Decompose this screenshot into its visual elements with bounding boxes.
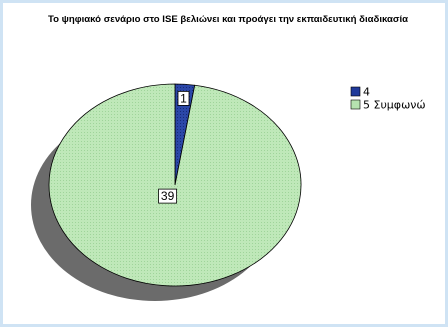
data-label-2: 39 xyxy=(158,188,178,204)
legend-swatch-1 xyxy=(350,86,361,97)
chart-title: Το ψηφιακό σενάριο στο ISE βελιώνει και … xyxy=(47,14,409,25)
legend-label-1: 4 xyxy=(363,86,370,99)
data-label-1: 1 xyxy=(177,91,190,106)
legend-swatch-2 xyxy=(350,99,361,110)
pie-slice-2 xyxy=(48,83,302,287)
data-label-text-1: 1 xyxy=(180,91,187,105)
legend: 45 Συμφωνώ xyxy=(350,86,426,112)
data-label-box-1 xyxy=(177,91,190,106)
data-label-box-2 xyxy=(158,188,178,204)
legend-label-2: 5 Συμφωνώ xyxy=(363,99,426,112)
data-label-text-2: 39 xyxy=(161,189,175,203)
